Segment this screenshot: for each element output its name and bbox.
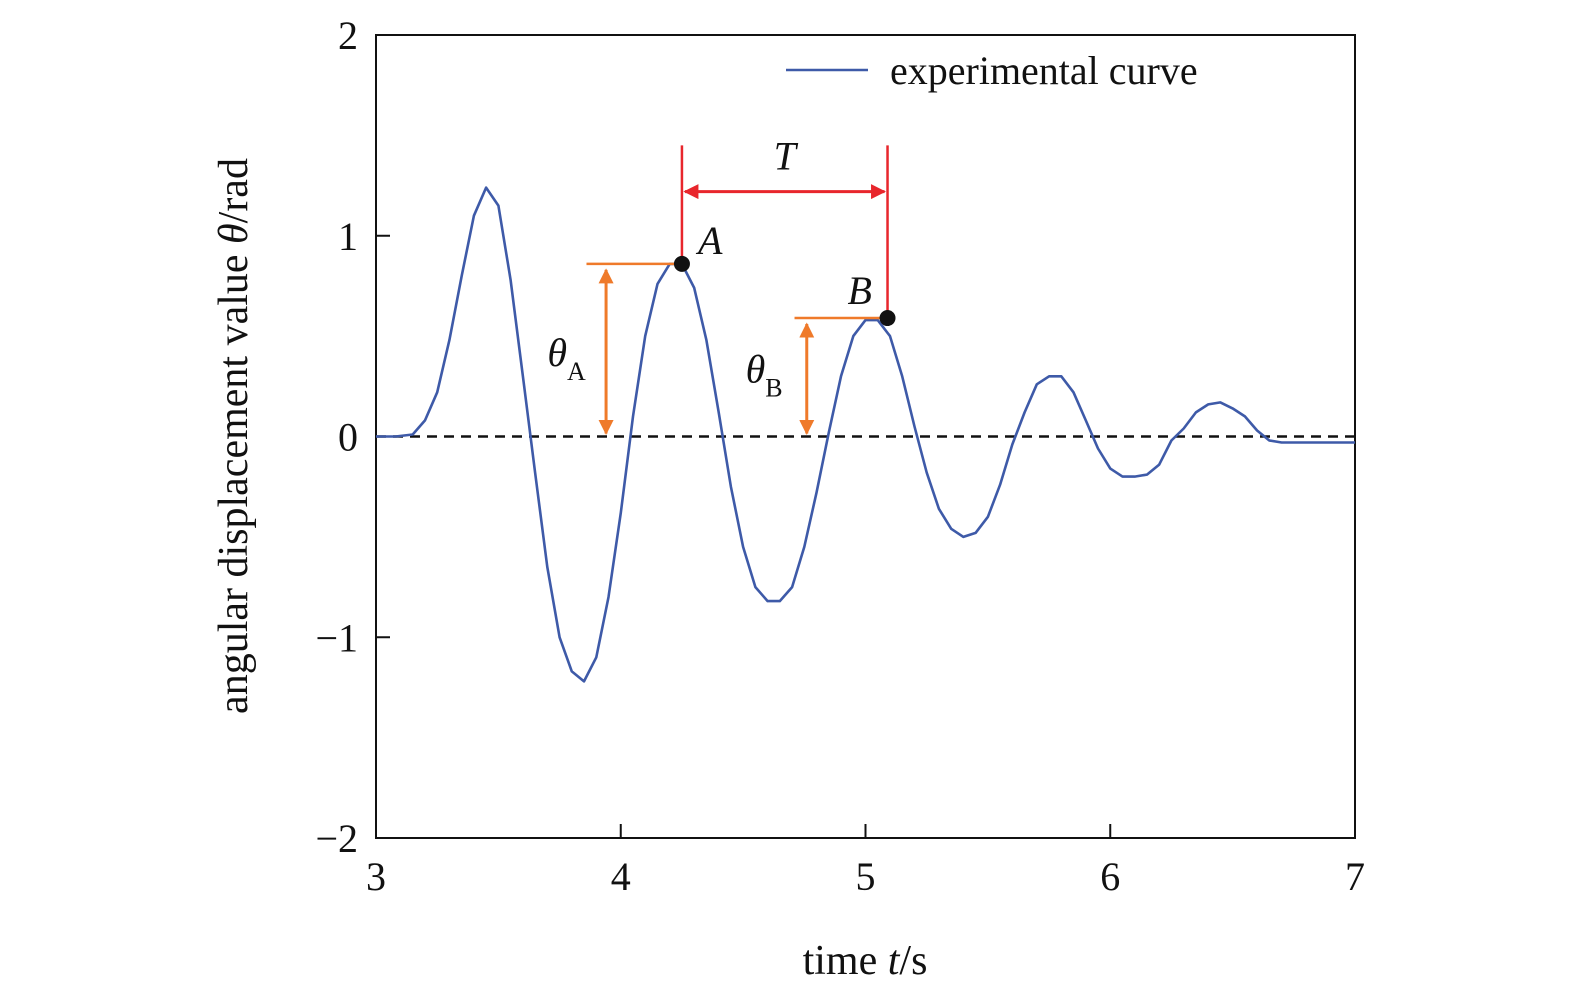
y-tick-label: −2 [315, 816, 358, 861]
point-a-marker [673, 255, 690, 272]
theta-b-label: θB [746, 346, 783, 402]
x-tick-label: 3 [366, 854, 386, 899]
point-a-label: A [695, 218, 723, 263]
plot-frame [375, 34, 1356, 839]
y-axis-label: angular displacement value θ/rad [211, 158, 257, 714]
annotations: T θA θB A B [547, 134, 896, 435]
point-b-label: B [848, 268, 872, 313]
theta-a-label: θA [547, 330, 586, 386]
x-tick-label: 5 [856, 854, 876, 899]
series-experimental-curve [376, 186, 1355, 683]
y-tick-label: −1 [315, 615, 358, 660]
x-tick-label: 7 [1345, 854, 1365, 899]
x-axis-ticks: 3 4 5 6 7 [366, 824, 1365, 899]
y-tick-label: 1 [338, 214, 358, 259]
period-label: T [774, 134, 799, 179]
x-tick-label: 4 [611, 854, 631, 899]
x-tick-label: 6 [1100, 854, 1120, 899]
legend-label: experimental curve [890, 48, 1198, 93]
y-axis-ticks: −2 −1 0 1 2 [315, 13, 390, 861]
y-tick-label: 0 [338, 415, 358, 460]
y-tick-label: 2 [338, 13, 358, 58]
legend: experimental curve [786, 48, 1198, 93]
point-b-marker [879, 310, 896, 327]
x-axis-label: time t/s [803, 938, 928, 984]
